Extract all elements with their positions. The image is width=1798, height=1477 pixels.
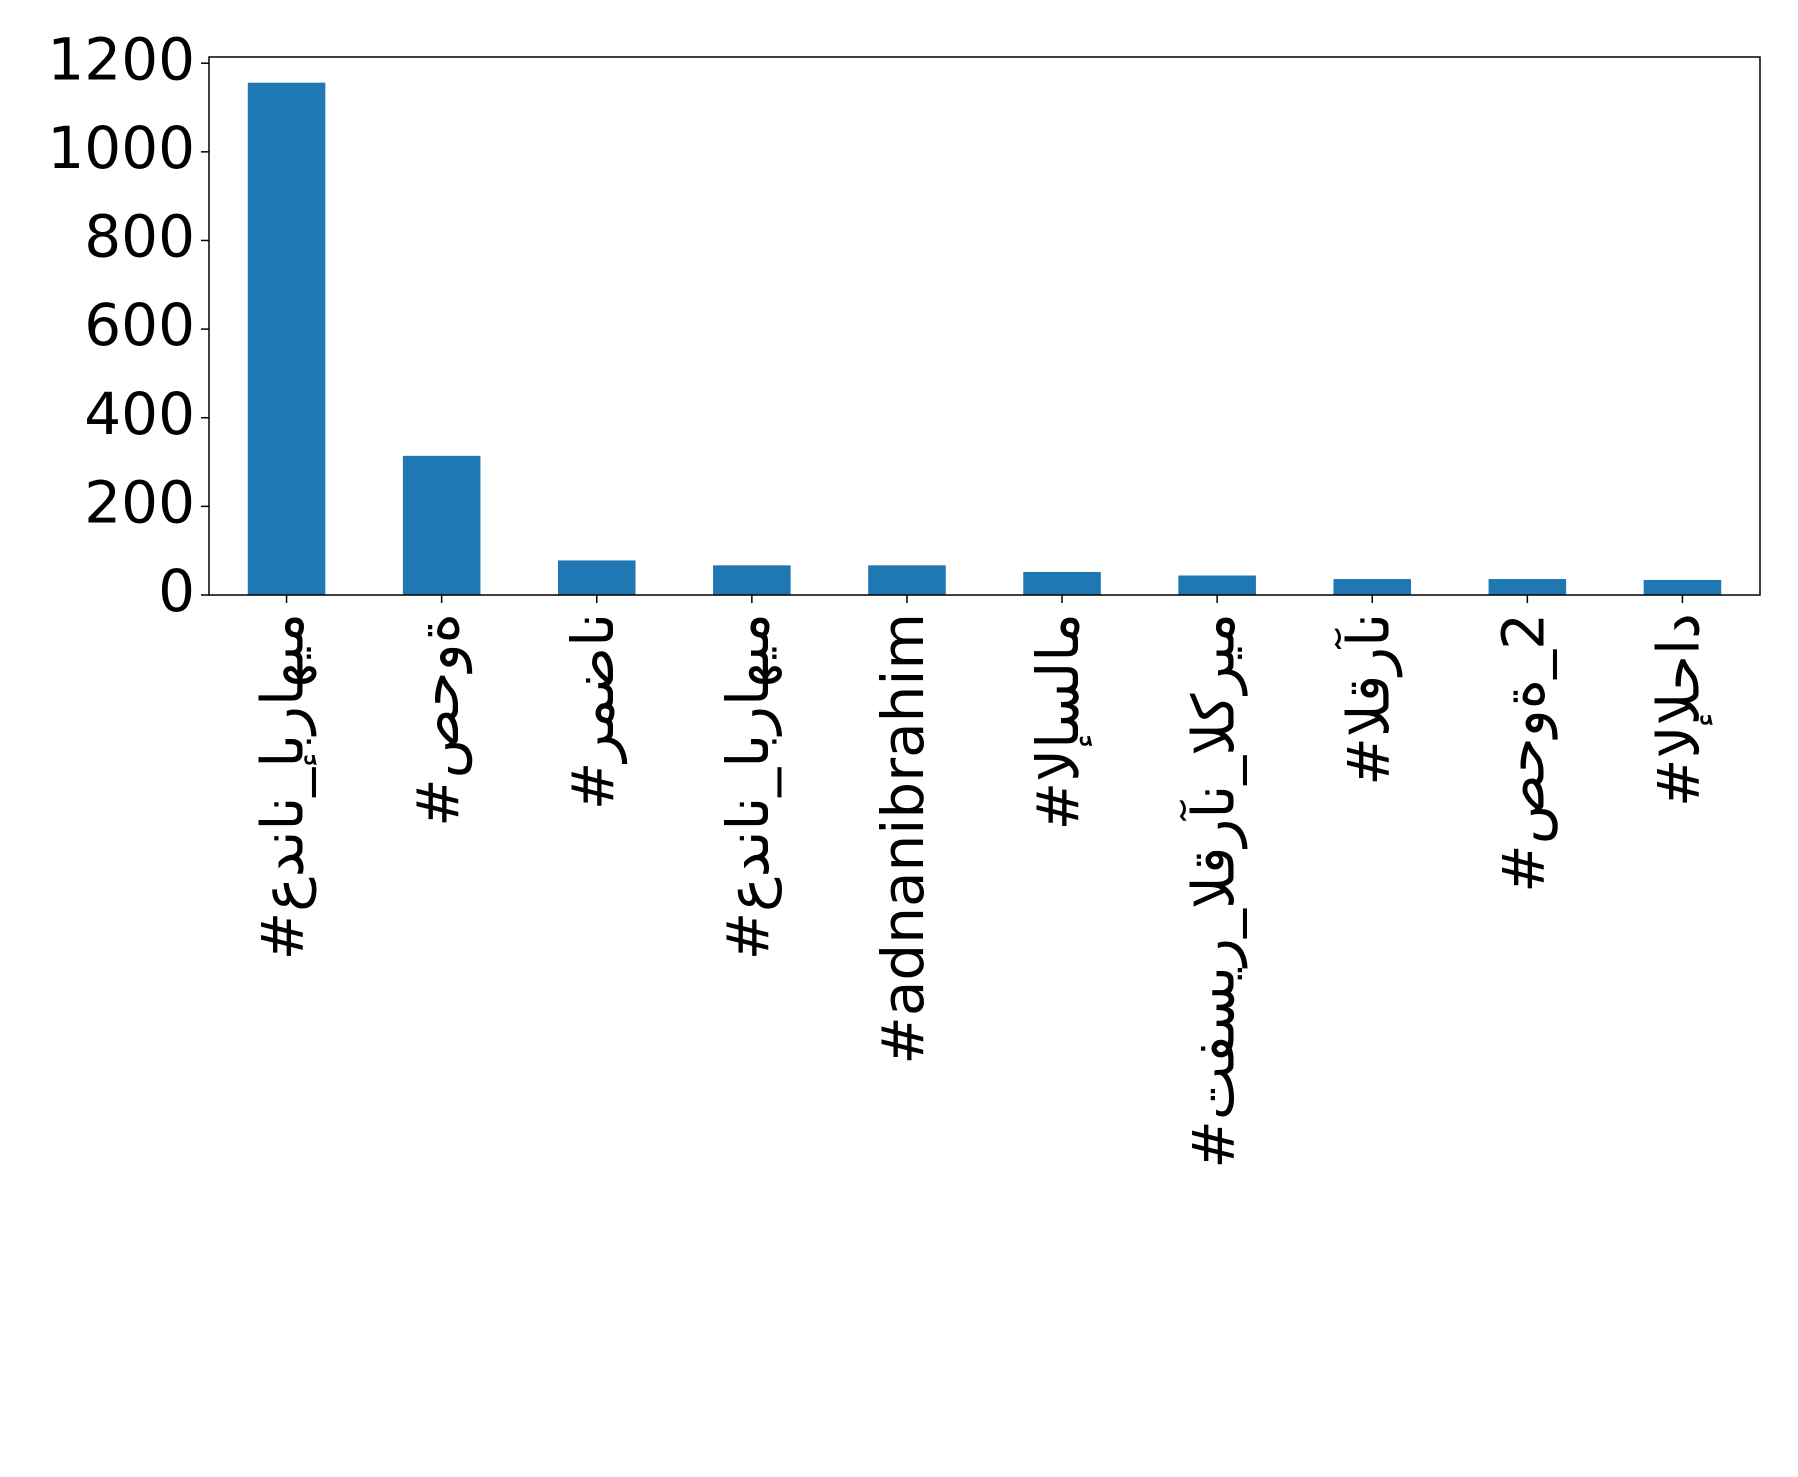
y-tick-label: 800 (84, 203, 195, 271)
bar (1488, 579, 1567, 595)
y-tick-label: 200 (84, 468, 195, 536)
bar (868, 565, 946, 595)
axes-frame (208, 56, 1761, 596)
y-tick-label: 1000 (47, 114, 195, 182)
x-tick-label: #القرآن (1333, 613, 1402, 786)
x-tick-label: #عدنان_ابراهيم (714, 613, 782, 960)
bar (713, 565, 791, 595)
x-tick-label: #الإسلام (1024, 613, 1093, 831)
bar (1023, 571, 1101, 595)
x-tick-label: #الإلحاد (1645, 613, 1714, 807)
x-tick-label: #تفسير_القرآن_الكريم (1178, 613, 1248, 1169)
bar (1178, 575, 1256, 595)
y-tick-label: 400 (84, 380, 195, 448)
y-tick-label: 1200 (47, 25, 195, 93)
bar (402, 455, 481, 595)
x-tick-label: #adnanibrahim (869, 613, 937, 1065)
bar (247, 82, 326, 595)
x-tick-label: #صحوة (404, 613, 473, 827)
bar (1333, 579, 1412, 595)
y-tick-label: 600 (84, 291, 195, 359)
x-tick-label: #صحوة_2 (1489, 613, 1558, 893)
bar (1643, 579, 1722, 595)
y-tick-label: 0 (158, 557, 195, 625)
bar (557, 560, 636, 595)
x-tick-label: #عدنان_إبراهيم (249, 613, 318, 960)
x-tick-label: #رمضان (559, 613, 628, 810)
